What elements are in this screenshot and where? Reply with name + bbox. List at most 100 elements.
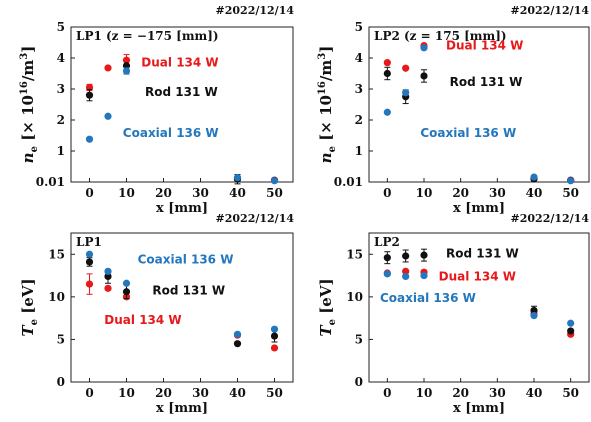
panel-label: LP2 (z = 175 [mm]) (374, 29, 507, 43)
data-point-coaxial (270, 325, 279, 333)
series-label-rod: Rod 131 W (450, 75, 523, 89)
y-tick-label: 15 (346, 247, 363, 261)
data-point-rod (530, 306, 538, 315)
data-point-coaxial (420, 271, 428, 280)
x-tick-label: 10 (118, 386, 135, 400)
y-tick-label: 4 (355, 51, 363, 65)
y-axis-label-part: [eV] (317, 278, 335, 313)
y-tick-label: 5 (355, 332, 363, 346)
series-label-dual: Dual 134 W (104, 313, 181, 327)
data-point-coaxial (233, 330, 242, 338)
y-axis-label-part: e (327, 319, 338, 325)
data-point-rod (402, 252, 410, 260)
data-point-coaxial (530, 173, 538, 181)
y-axis-label-part: 16 (19, 81, 30, 95)
x-tick-label: 10 (118, 186, 135, 200)
date-stamp: #2022/12/14 (216, 4, 295, 17)
date-stamp: #2022/12/14 (511, 4, 590, 17)
data-point-coaxial (122, 279, 131, 287)
x-axis-label: x [mm] (453, 401, 505, 416)
y-axis-label-part: n (317, 152, 335, 163)
panel-label: LP1 (76, 235, 102, 249)
y-tick-label: 4 (57, 51, 65, 65)
y-axis-label: ne [× 1016/m3] (317, 46, 338, 164)
data-point-rod (420, 72, 428, 80)
data-point-rod (420, 251, 428, 259)
data-point-coaxial (567, 177, 575, 185)
y-tick-label: 10 (346, 290, 363, 304)
y-axis-label-part: ] (317, 46, 335, 53)
x-axis-label: x [mm] (156, 401, 208, 416)
x-tick-label: 20 (155, 386, 172, 400)
y-tick-label: 0.01 (36, 175, 65, 189)
y-tick-label: 15 (48, 247, 65, 261)
series-label-coaxial: Coaxial 136 W (138, 253, 234, 267)
panel-label: LP2 (374, 235, 400, 249)
y-axis-label: ne [× 1016/m3] (19, 46, 40, 164)
x-tick-label: 50 (266, 386, 283, 400)
data-point-coaxial (567, 319, 575, 327)
y-axis-label-part: /m (317, 60, 335, 81)
y-axis-label-part: e (327, 146, 338, 152)
plot-frame (70, 26, 294, 183)
data-point-coaxial (383, 270, 391, 278)
series-dual (383, 42, 575, 184)
series-label-rod: Rod 131 W (446, 247, 519, 261)
x-tick-label: 10 (416, 186, 433, 200)
series-label-dual: Dual 134 W (439, 270, 516, 284)
x-tick-label: 30 (489, 186, 506, 200)
x-axis-label: x [mm] (156, 201, 208, 216)
data-point-coaxial (270, 177, 279, 185)
x-tick-label: 0 (85, 186, 93, 200)
data-point-coaxial (104, 112, 112, 120)
data-point-coaxial (104, 267, 112, 275)
series-rod (85, 62, 279, 185)
x-tick-label: 30 (192, 186, 209, 200)
y-axis-label-part: [eV] (19, 278, 37, 313)
x-tick-label: 30 (192, 386, 209, 400)
data-point-coaxial (122, 67, 131, 75)
x-tick-label: 10 (416, 386, 433, 400)
plot-frame (368, 26, 590, 183)
data-point-coaxial (383, 108, 391, 116)
plot-frame (70, 232, 294, 383)
y-axis-label-part: [× 10 (19, 95, 37, 141)
x-tick-label: 40 (526, 186, 543, 200)
series-coaxial (85, 67, 279, 185)
y-axis-label-part: e (29, 319, 40, 325)
series-label-rod: Rod 131 W (152, 283, 225, 297)
y-axis-label: Te [eV] (317, 278, 338, 336)
y-tick-label: 5 (57, 20, 65, 34)
y-tick-label: 5 (355, 20, 363, 34)
x-tick-label: 20 (452, 186, 469, 200)
data-point-dual (104, 64, 112, 72)
series-rod (85, 257, 279, 348)
data-point-dual (104, 284, 112, 292)
series-coaxial (85, 250, 279, 338)
data-point-dual (402, 64, 410, 72)
data-point-rod (104, 272, 112, 281)
y-axis-label-part: T (19, 324, 37, 337)
y-axis-label-part: /m (19, 60, 37, 81)
series-label-dual: Dual 134 W (446, 38, 523, 52)
x-tick-label: 30 (489, 386, 506, 400)
y-tick-label: 0 (355, 375, 363, 389)
y-tick-label: 3 (355, 82, 363, 96)
y-axis-label-part: n (19, 152, 37, 163)
x-tick-label: 50 (266, 186, 283, 200)
x-tick-label: 20 (155, 186, 172, 200)
data-point-coaxial (85, 135, 94, 143)
data-point-rod (85, 258, 94, 266)
date-stamp: #2022/12/14 (511, 212, 590, 225)
chart-panel-3: 0 5 10 15 0 10 20 30 40 50 x [mm] Te [eV] LP1 #2022/1… (19, 212, 294, 416)
y-axis-label-part: 3 (317, 53, 328, 60)
data-point-rod (383, 254, 391, 262)
y-axis-label-part: 3 (19, 53, 30, 60)
y-axis-label-part: 16 (317, 81, 328, 95)
series-label-coaxial: Coaxial 136 W (380, 291, 476, 305)
x-tick-label: 40 (229, 386, 246, 400)
data-point-rod (270, 332, 279, 340)
y-tick-label: 0.01 (334, 175, 363, 189)
